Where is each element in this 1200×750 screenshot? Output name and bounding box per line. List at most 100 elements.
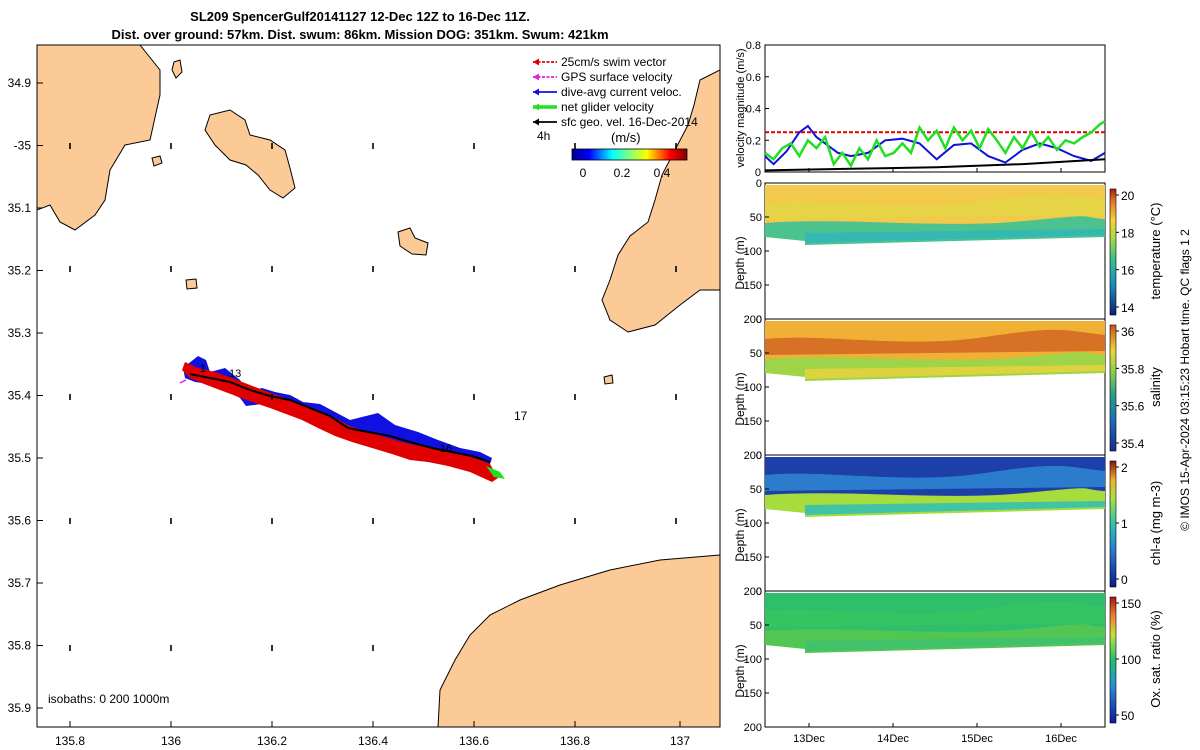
depth-tick-label: 150 <box>744 416 762 428</box>
map-y-tick-label: 35.8 <box>8 639 32 653</box>
velocity-y-tick-label: 0.8 <box>746 40 761 52</box>
section-colorbar <box>1109 460 1117 588</box>
velocity-y-axis: 0 0.2 0.4 0.6 0.8 <box>746 40 769 179</box>
colorbar-tick-label: 36 <box>1121 325 1135 339</box>
colorbar-tick-1: 0.2 <box>614 166 631 180</box>
colorbar-tick-label: 20 <box>1121 189 1135 203</box>
isobath-label: isobaths: 0 200 1000m <box>48 692 169 706</box>
section-colorbar <box>1109 324 1117 452</box>
depth-tick-label: 200 <box>744 314 762 326</box>
depth-tick-label: 100 <box>744 246 762 258</box>
land-island-north <box>204 109 296 199</box>
colorbar-tick-label: 100 <box>1121 653 1141 667</box>
colorbar-label: salinity <box>1148 367 1163 407</box>
land-south-coast <box>437 554 720 727</box>
section-layer-bottom <box>805 501 1105 515</box>
velocity-y-tick-label: 0.2 <box>746 135 761 147</box>
section-panel-chl: 0 50 100 150 200 Depth (m) 2 1 0 chl-a (mg m-3) <box>733 450 1163 598</box>
dive-avg-current-swath <box>183 356 492 464</box>
section-panel-sal: 0 50 100 150 200 Depth (m) 36 35.8 35.6 35.4 salin… <box>733 314 1163 462</box>
depth-tick-label: 200 <box>744 722 762 734</box>
map-y-tick-label: 35.7 <box>8 576 32 590</box>
section-layer-mid <box>765 601 1105 627</box>
colorbar-tick-label: 35.8 <box>1121 362 1145 376</box>
depth-tick-label: 0 <box>756 450 762 462</box>
day-label-16: 16 <box>440 443 452 455</box>
map-x-tick-label: 136.8 <box>560 734 590 748</box>
colorbar-tick-label: 35.4 <box>1121 437 1145 451</box>
colorbar-tick-label: 35.6 <box>1121 400 1145 414</box>
section-colorbar <box>1109 596 1117 724</box>
speed-colorbar <box>571 148 688 161</box>
time-tick-label: 14Dec <box>877 733 909 745</box>
colorbar-tick-label: 0 <box>1121 573 1128 587</box>
land-islet-b <box>151 155 163 167</box>
depth-tick-label: 50 <box>750 348 762 360</box>
velocity-y-tick-label: 0.6 <box>746 72 761 84</box>
depth-tick-label: 0 <box>756 586 762 598</box>
section-layer-bottom <box>805 365 1105 379</box>
figure-title-line2: Dist. over ground: 57km. Dist. swum: 86k… <box>111 27 609 42</box>
map-x-tick-label: 135.8 <box>55 734 85 748</box>
gps-surface-vector <box>179 379 187 384</box>
section-layer-mid <box>765 193 1105 219</box>
map-y-tick-label: 35.1 <box>8 201 32 215</box>
velocity-ylabel: velocity magnitude (m/s) <box>735 48 747 167</box>
land-layer <box>37 45 720 727</box>
map-y-tick-label: 35.9 <box>8 701 32 715</box>
velocity-y-tick-label: 0 <box>755 167 761 179</box>
map-y-tick-label: 35.5 <box>8 451 32 465</box>
section-layer-bottom <box>805 637 1105 651</box>
legend-label: sfc geo. vel. 16-Dec-2014 <box>561 115 698 129</box>
colorbar-label: Ox. sat. ratio (%) <box>1148 610 1163 708</box>
legend-label: GPS surface velocity <box>561 70 672 84</box>
land-northwest-peninsula <box>37 45 161 231</box>
time-tick-label: 16Dec <box>1045 733 1077 745</box>
legend-arrowhead <box>533 103 539 111</box>
depth-axis-label: Depth (m) <box>733 236 747 289</box>
colorbar-tick-2: 0.4 <box>654 166 671 180</box>
depth-tick-label: 50 <box>750 212 762 224</box>
colorbar-tick-label: 18 <box>1121 226 1135 240</box>
map-x-tick-label: 136 <box>161 734 181 748</box>
geo-velocity-arrows <box>69 143 677 651</box>
colorbar-label: temperature (°C) <box>1148 203 1163 300</box>
colorbar-tick-label: 14 <box>1121 301 1135 315</box>
map-y-tick-label: 34.9 <box>8 76 32 90</box>
colorbar-tick-label: 50 <box>1121 709 1135 723</box>
map-x-tick-label: 136.6 <box>459 734 489 748</box>
section-layer-bottom <box>805 229 1105 243</box>
depth-tick-label: 100 <box>744 654 762 666</box>
land-islet-e <box>603 374 614 385</box>
velocity-panel: 0 0.2 0.4 0.6 0.8 velocity magnitude (m/s) <box>735 40 1106 179</box>
legend-arrowhead <box>533 88 539 96</box>
section-layer-mid <box>765 465 1105 491</box>
map-y-tick-label: 35.6 <box>8 514 32 528</box>
depth-axis-label: Depth (m) <box>733 644 747 697</box>
map-y-tick-label: 35.3 <box>8 326 32 340</box>
depth-tick-label: 0 <box>756 178 762 190</box>
velocity-series-net <box>764 120 1106 169</box>
section-panel-temp: 0 50 100 150 200 Depth (m) 20 18 16 14 temperature… <box>733 178 1163 326</box>
depth-axis-label: Depth (m) <box>733 372 747 425</box>
map-y-tick-label: 35.2 <box>8 264 32 278</box>
depth-tick-label: 200 <box>744 450 762 462</box>
legend-label: 25cm/s swim vector <box>561 55 666 69</box>
depth-tick-label: 50 <box>750 620 762 632</box>
interval-label: 4h <box>537 129 550 143</box>
depth-tick-label: 150 <box>744 552 762 564</box>
day-label-13: 13 <box>229 368 241 380</box>
map-x-tick-label: 136.2 <box>257 734 287 748</box>
legend-arrowhead <box>533 58 539 66</box>
legend-arrowhead <box>533 118 539 126</box>
map-x-tick-label: 136.4 <box>358 734 388 748</box>
legend-label: dive-avg current veloc. <box>561 85 682 99</box>
depth-tick-label: 0 <box>756 314 762 326</box>
map-y-tick-label: -35 <box>14 139 32 153</box>
legend-arrowhead <box>533 73 539 81</box>
map-x-tick-label: 137 <box>670 734 690 748</box>
